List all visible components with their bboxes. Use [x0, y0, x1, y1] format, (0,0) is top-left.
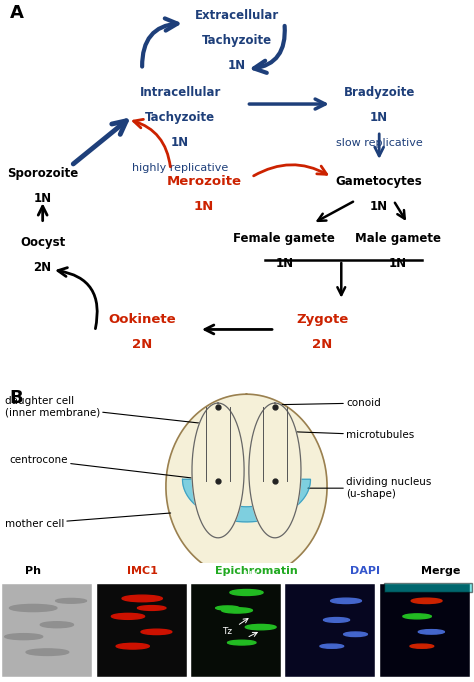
Ellipse shape — [246, 625, 276, 629]
FancyBboxPatch shape — [191, 584, 281, 677]
Ellipse shape — [403, 614, 431, 619]
Polygon shape — [166, 394, 327, 578]
Ellipse shape — [221, 608, 252, 613]
Ellipse shape — [55, 599, 86, 603]
Text: Extracellular: Extracellular — [195, 9, 279, 22]
Ellipse shape — [9, 604, 57, 612]
Polygon shape — [192, 403, 244, 538]
Text: Tachyzoite: Tachyzoite — [145, 111, 215, 124]
Ellipse shape — [137, 606, 166, 610]
Text: 2N: 2N — [132, 338, 152, 351]
Polygon shape — [249, 403, 301, 538]
Text: Tz: Tz — [222, 627, 233, 636]
Text: conoid: conoid — [270, 398, 381, 408]
Text: mother cell: mother cell — [5, 513, 171, 529]
Text: Sporozoite: Sporozoite — [7, 167, 78, 180]
Text: microtubules: microtubules — [284, 430, 414, 440]
Text: IMC1: IMC1 — [127, 566, 158, 576]
Text: Epichromatin: Epichromatin — [215, 566, 297, 576]
Ellipse shape — [40, 622, 73, 627]
Text: dividing nucleus
(u-shape): dividing nucleus (u-shape) — [308, 477, 431, 499]
Ellipse shape — [344, 632, 367, 636]
FancyBboxPatch shape — [97, 584, 187, 677]
Ellipse shape — [141, 629, 172, 634]
Text: Merge: Merge — [421, 566, 461, 576]
Ellipse shape — [111, 613, 145, 619]
Ellipse shape — [323, 618, 349, 622]
Text: 1N: 1N — [194, 200, 214, 213]
Text: 2N: 2N — [312, 338, 332, 351]
FancyBboxPatch shape — [384, 583, 472, 593]
Ellipse shape — [228, 640, 256, 645]
FancyBboxPatch shape — [2, 584, 92, 677]
Ellipse shape — [216, 606, 239, 610]
Text: 1N: 1N — [389, 257, 407, 271]
Ellipse shape — [331, 598, 361, 604]
Text: 1N: 1N — [228, 59, 246, 72]
Text: Ookinete: Ookinete — [109, 313, 176, 326]
Text: daughter cell
(inner membrane): daughter cell (inner membrane) — [5, 396, 211, 424]
Text: Bradyzoite: Bradyzoite — [344, 86, 415, 99]
Text: Ph: Ph — [25, 566, 41, 576]
Polygon shape — [182, 479, 310, 522]
Ellipse shape — [230, 589, 263, 595]
Text: Intracellular: Intracellular — [139, 86, 221, 99]
Ellipse shape — [116, 643, 149, 649]
Ellipse shape — [320, 644, 344, 649]
Text: Tachyzoite: Tachyzoite — [202, 34, 272, 47]
Text: 1N: 1N — [370, 111, 388, 124]
Text: Gametocytes: Gametocytes — [336, 175, 423, 188]
Text: HN: HN — [245, 571, 258, 580]
Ellipse shape — [122, 595, 162, 602]
Text: 1N: 1N — [275, 257, 293, 271]
Text: Merozoite: Merozoite — [166, 175, 241, 188]
Text: 1N: 1N — [34, 192, 52, 205]
Ellipse shape — [410, 644, 434, 649]
Text: 1N: 1N — [171, 136, 189, 149]
FancyBboxPatch shape — [380, 584, 470, 677]
Text: highly replicative: highly replicative — [132, 162, 228, 173]
Text: slow replicative: slow replicative — [336, 138, 423, 147]
Ellipse shape — [26, 649, 69, 655]
Ellipse shape — [5, 634, 43, 640]
Text: 1N: 1N — [370, 200, 388, 213]
Ellipse shape — [411, 598, 442, 604]
FancyBboxPatch shape — [285, 584, 375, 677]
Text: Male gamete: Male gamete — [355, 233, 441, 246]
Text: Oocyst: Oocyst — [20, 236, 65, 249]
Text: B: B — [9, 389, 23, 407]
Ellipse shape — [418, 629, 445, 634]
Text: DAPI: DAPI — [350, 566, 380, 576]
Text: 2N: 2N — [34, 261, 52, 274]
Text: Female gamete: Female gamete — [234, 233, 335, 246]
Text: Zygote: Zygote — [296, 313, 348, 326]
Text: centrocone: centrocone — [9, 455, 218, 481]
Text: A: A — [9, 4, 23, 22]
